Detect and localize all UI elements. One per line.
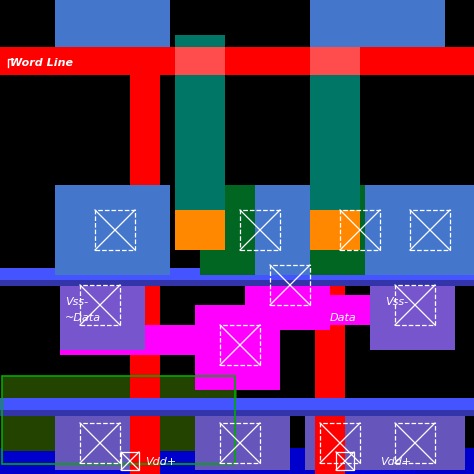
Bar: [310, 150, 360, 250]
Bar: [130, 60, 160, 205]
Bar: [245, 295, 375, 325]
Bar: [195, 305, 280, 390]
Bar: [395, 285, 435, 325]
Bar: [0, 448, 474, 474]
Bar: [2, 435, 237, 450]
Bar: [310, 185, 365, 275]
Bar: [130, 200, 160, 345]
Bar: [95, 210, 135, 250]
Bar: [320, 423, 360, 463]
Bar: [220, 423, 260, 463]
Bar: [130, 376, 160, 474]
Bar: [245, 295, 275, 360]
Bar: [175, 100, 225, 210]
Bar: [240, 210, 280, 250]
Text: Word Line: Word Line: [10, 58, 73, 68]
Text: Vss-: Vss-: [65, 297, 88, 307]
Bar: [410, 210, 450, 250]
Bar: [310, 100, 360, 210]
Bar: [55, 185, 170, 275]
Bar: [2, 376, 235, 464]
Text: Vdd+: Vdd+: [145, 457, 176, 467]
Bar: [80, 423, 120, 463]
Bar: [336, 452, 354, 470]
Bar: [220, 325, 260, 365]
Bar: [245, 255, 330, 330]
Bar: [2, 376, 237, 451]
Bar: [55, 0, 170, 47]
Bar: [0, 47, 474, 75]
Bar: [370, 265, 455, 350]
Bar: [175, 35, 225, 105]
Bar: [175, 47, 225, 75]
Bar: [340, 210, 380, 250]
Bar: [310, 47, 360, 75]
Text: Vss-: Vss-: [385, 297, 408, 307]
Bar: [0, 268, 474, 286]
Bar: [130, 0, 160, 60]
Text: Vdd+: Vdd+: [380, 457, 411, 467]
Bar: [60, 325, 205, 355]
Bar: [200, 185, 255, 275]
Bar: [370, 415, 465, 470]
Bar: [315, 200, 345, 345]
Bar: [315, 0, 345, 60]
Bar: [270, 265, 310, 305]
Bar: [395, 423, 435, 463]
Bar: [315, 376, 345, 474]
Bar: [310, 35, 360, 105]
Bar: [195, 415, 290, 470]
Bar: [310, 185, 425, 275]
Bar: [130, 340, 160, 380]
Bar: [121, 452, 139, 470]
Bar: [0, 268, 474, 280]
Bar: [305, 415, 400, 470]
Bar: [0, 398, 474, 410]
Bar: [200, 185, 315, 275]
Bar: [175, 150, 225, 250]
Bar: [0, 398, 474, 416]
Bar: [55, 448, 150, 474]
Bar: [60, 265, 145, 350]
Text: Data: Data: [330, 313, 357, 323]
Bar: [55, 415, 150, 470]
Bar: [310, 0, 425, 47]
Bar: [370, 185, 474, 275]
Bar: [320, 448, 415, 474]
Text: ~Data: ~Data: [65, 313, 101, 323]
Bar: [80, 285, 120, 325]
Bar: [315, 60, 345, 205]
Bar: [370, 0, 445, 47]
Bar: [315, 340, 345, 380]
